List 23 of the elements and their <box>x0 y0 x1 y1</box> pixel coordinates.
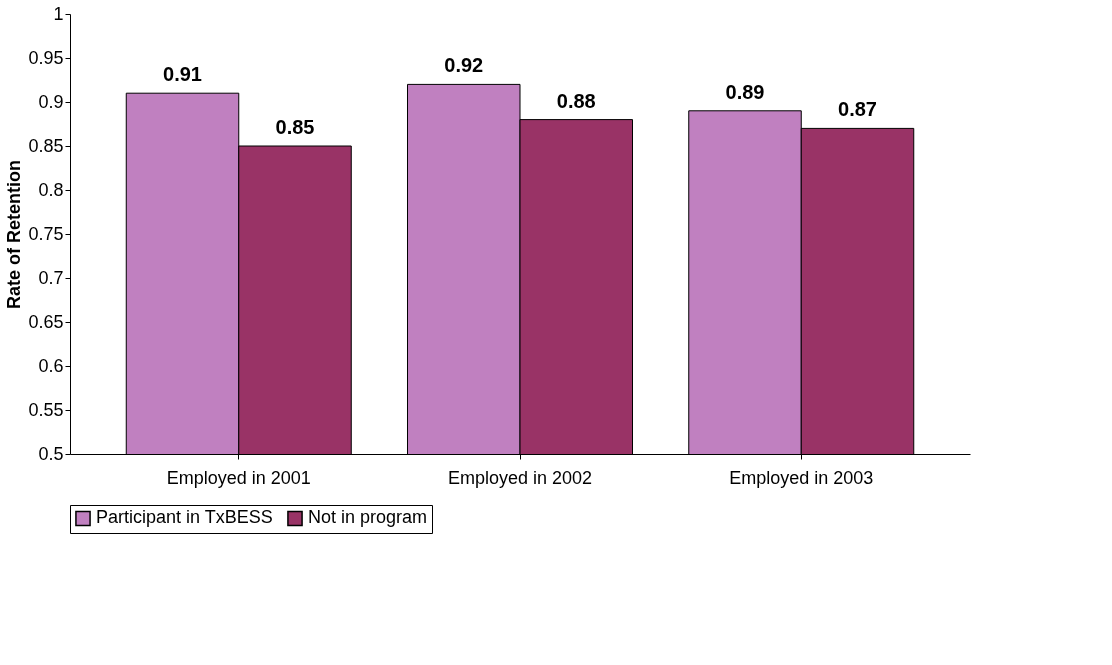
data-label: 0.91 <box>163 63 202 86</box>
x-tick-label: Employed in 2003 <box>729 467 874 488</box>
data-label: 0.85 <box>275 116 315 138</box>
x-tick-label: Employed in 2001 <box>166 467 311 488</box>
y-tick-label: 0.65 <box>28 311 64 332</box>
y-tick-label: 0.55 <box>28 399 64 420</box>
y-tick-label: 0.85 <box>28 135 64 156</box>
y-tick-label: 0.6 <box>38 355 64 376</box>
y-axis-title: Rate of Retention <box>4 159 25 310</box>
y-tick-label: 0.8 <box>38 179 64 200</box>
data-label: 0.89 <box>725 80 765 103</box>
y-tick-label: 0.75 <box>28 223 64 244</box>
data-label: 0.88 <box>556 89 596 112</box>
y-tick-label: 0.7 <box>38 267 64 288</box>
y-tick-label: 0.95 <box>28 47 64 68</box>
y-tick-label: 1 <box>53 3 64 24</box>
y-tick-label: 0.9 <box>38 91 64 112</box>
legend-label: Participant in TxBESS <box>96 507 273 528</box>
data-label: 0.87 <box>838 98 877 121</box>
y-tick-label: 0.5 <box>38 443 64 464</box>
x-tick-label: Employed in 2002 <box>447 467 593 488</box>
legend-label: Not in program <box>308 507 428 528</box>
data-label: 0.92 <box>444 54 484 77</box>
